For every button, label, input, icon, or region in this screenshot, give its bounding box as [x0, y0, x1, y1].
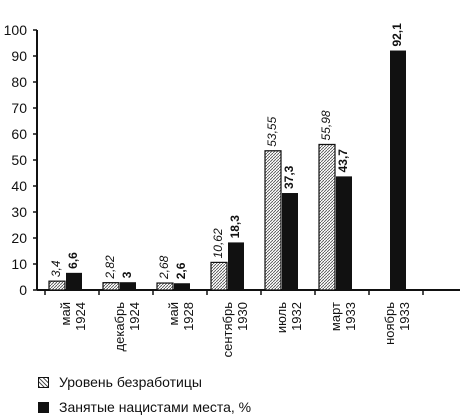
y-tick-label: 0: [19, 282, 27, 298]
y-tick-label: 80: [11, 74, 27, 90]
y-tick-label: 90: [11, 48, 27, 64]
category-label: декабрь1924: [112, 302, 142, 352]
y-tick-label: 50: [11, 152, 27, 168]
bar-nazi-seats: [228, 242, 244, 290]
y-tick-label: 100: [4, 22, 28, 38]
category-label-month: июль: [274, 302, 289, 333]
bar-unemployment: [156, 282, 174, 291]
bar-nazi-seats: [120, 282, 136, 290]
data-label-nazi-seats: 6,6: [66, 252, 80, 269]
data-label-nazi-seats: 3: [120, 271, 134, 278]
category-label-year: 1930: [235, 302, 250, 331]
category-label-month: май: [166, 302, 181, 325]
category-label: июль1932: [274, 302, 304, 333]
category-label: май1928: [166, 302, 196, 331]
bar-unemployment: [264, 150, 282, 291]
data-label-unemployment: 55,98: [319, 110, 333, 140]
category-label-year: 1924: [127, 302, 142, 331]
category-label: март1933: [328, 302, 358, 331]
data-label-nazi-seats: 37,3: [282, 165, 296, 189]
data-label-unemployment: 10,62: [211, 228, 225, 258]
legend-swatch-unemployment: [38, 376, 49, 388]
legend-label-unemployment: Уровень безработицы: [59, 374, 202, 390]
data-label-nazi-seats: 2,6: [174, 262, 188, 279]
bar-nazi-seats: [390, 50, 406, 290]
legend-label-nazi-seats: Занятые нацистами места, %: [59, 399, 252, 415]
data-label-unemployment: 2,82: [103, 255, 117, 280]
bar-unemployment: [210, 261, 228, 291]
category-label: май1924: [58, 302, 88, 331]
category-label-year: 1932: [289, 302, 304, 331]
category-label-month: март: [328, 302, 343, 331]
data-label-nazi-seats: 18,3: [228, 215, 242, 239]
bar-unemployment: [48, 280, 66, 291]
y-tick-label: 60: [11, 126, 27, 142]
category-label-month: сентябрь: [220, 302, 235, 358]
category-label: ноябрь1933: [382, 302, 412, 345]
category-label-month: май: [58, 302, 73, 325]
category-label-year: 1928: [181, 302, 196, 331]
category-label-month: ноябрь: [382, 302, 397, 345]
y-tick-label: 40: [11, 178, 27, 194]
legend-item-unemployment: Уровень безработицы: [38, 373, 202, 391]
y-tick-label: 30: [11, 204, 27, 220]
category-label-year: 1933: [343, 302, 358, 331]
bar-nazi-seats: [66, 272, 82, 290]
data-label-nazi-seats: 43,7: [336, 149, 350, 173]
category-label: сентябрь1930: [220, 302, 250, 358]
y-tick-label: 70: [11, 100, 27, 116]
legend-swatch-nazi-seats: [38, 401, 49, 413]
legend-item-nazi-seats: Занятые нацистами места, %: [38, 398, 251, 416]
data-label-unemployment: 53,55: [265, 116, 279, 146]
data-label-unemployment: 3,4: [49, 260, 63, 277]
bar-unemployment: [102, 282, 120, 291]
bar-nazi-seats: [282, 193, 298, 290]
category-label-month: декабрь: [112, 302, 127, 352]
bar-nazi-seats: [174, 283, 190, 290]
bar-nazi-seats: [336, 176, 352, 290]
category-label-year: 1933: [397, 302, 412, 331]
data-label-unemployment: 2,68: [157, 255, 171, 280]
y-tick-label: 20: [11, 230, 27, 246]
y-tick-label: 10: [11, 256, 27, 272]
category-label-year: 1924: [73, 302, 88, 331]
bar-unemployment: [318, 143, 336, 291]
data-label-nazi-seats: 92,1: [390, 23, 404, 47]
